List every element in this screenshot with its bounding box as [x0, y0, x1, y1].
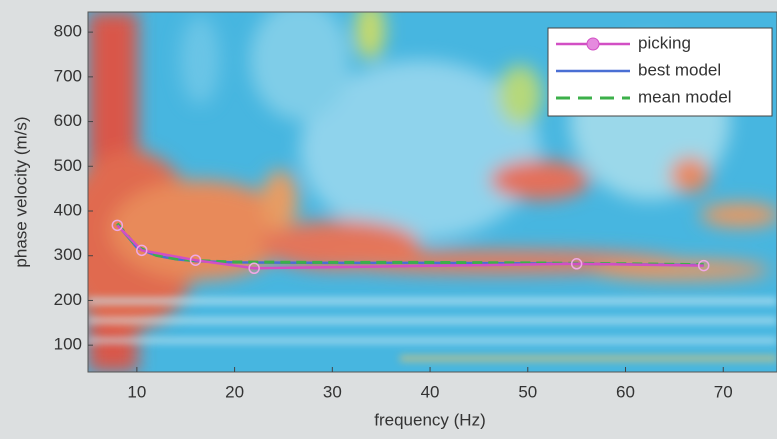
axes: 10 20 30 40 50 60 70 100 200 300 400 500 600 700 800 [54, 22, 733, 402]
series-layer [111, 219, 710, 274]
picking-point [697, 259, 710, 272]
picking-point [570, 258, 583, 270]
picking-point [248, 262, 260, 274]
y-tick-label: 600 [54, 111, 82, 130]
legend-label: best model [638, 60, 721, 79]
picking-point [136, 244, 148, 257]
legend-label: mean model [638, 87, 732, 106]
x-axis-label: frequency (Hz) [374, 410, 485, 429]
y-tick-label: 100 [54, 335, 82, 354]
y-axis-label: phase velocity (m/s) [11, 116, 30, 267]
x-tick-label: 70 [714, 382, 733, 401]
legend-label: picking [638, 33, 691, 52]
y-tick-label: 500 [54, 156, 82, 175]
y-tick-label: 700 [54, 66, 82, 85]
picking-point [111, 219, 124, 232]
x-tick-label: 60 [616, 382, 635, 401]
x-tick-label: 30 [323, 382, 342, 401]
y-tick-label: 800 [54, 22, 82, 41]
y-tick-label: 400 [54, 200, 82, 219]
y-tick-label: 200 [54, 290, 82, 309]
legend-marker [586, 37, 600, 51]
series-line [116, 224, 704, 270]
x-tick-label: 40 [421, 382, 440, 401]
plot-frame [87, 11, 777, 373]
x-tick-label: 50 [518, 382, 537, 401]
x-tick-label: 10 [127, 382, 146, 401]
x-tick-label: 20 [225, 382, 244, 401]
y-tick-label: 300 [54, 245, 82, 264]
legend: picking best model mean model [547, 27, 773, 117]
picking-point [189, 254, 202, 266]
